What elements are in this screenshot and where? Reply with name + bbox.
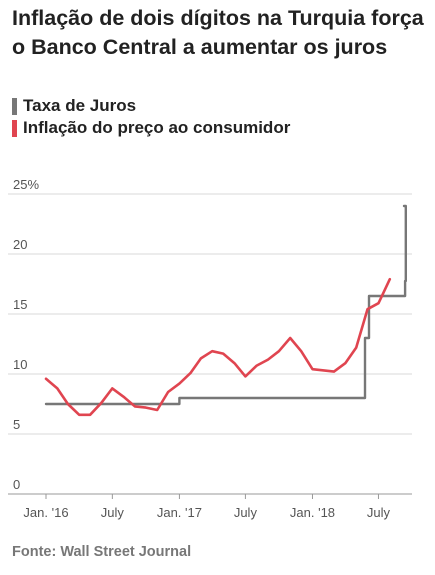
legend: Taxa de Juros Inflação do preço ao consu…: [12, 95, 290, 139]
legend-label-inflation: Inflação do preço ao consumidor: [23, 118, 291, 137]
series-line-inflation: [44, 277, 392, 417]
source-note: Fonte: Wall Street Journal: [12, 544, 192, 560]
y-tick-label: 25%: [13, 177, 39, 192]
legend-item-inflation: Inflação do preço ao consumidor: [12, 117, 290, 139]
legend-swatch-interest-rate: [12, 97, 17, 115]
x-tick-label: July: [367, 505, 391, 520]
chart-title: Inflação de dois dígitos na Turquia forç…: [12, 6, 424, 59]
x-tick-label: July: [101, 505, 125, 520]
series-line-interest-rate: [44, 204, 407, 406]
x-tick-label: Jan. '17: [157, 505, 202, 520]
y-tick-label: 15: [13, 297, 27, 312]
y-tick-label: 0: [13, 477, 20, 492]
legend-label-interest-rate: Taxa de Juros: [23, 96, 137, 115]
x-tick-label: Jan. '16: [23, 505, 68, 520]
y-tick-label: 10: [13, 357, 27, 372]
legend-swatch-inflation: [12, 119, 17, 137]
y-tick-label: 5: [13, 417, 20, 432]
x-tick-label: July: [234, 505, 258, 520]
legend-item-interest-rate: Taxa de Juros: [12, 95, 290, 117]
line-chart: 0 5 10 15 20 25% Jan. '16 July Jan. '17 July Jan. …: [8, 177, 412, 520]
x-tick-label: Jan. '18: [290, 505, 335, 520]
y-tick-label: 20: [13, 237, 27, 252]
